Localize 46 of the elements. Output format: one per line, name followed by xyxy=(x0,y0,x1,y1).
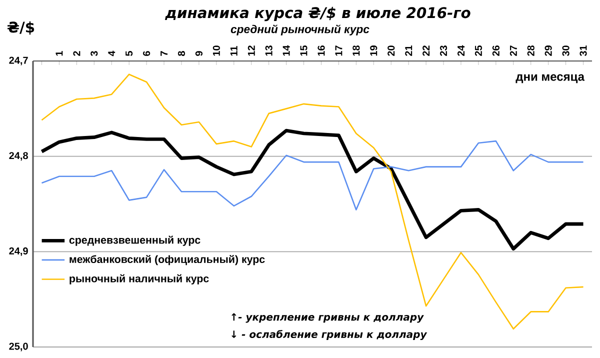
x-tick-label: 14 xyxy=(282,45,290,56)
x-tick-label: 30 xyxy=(562,46,570,56)
x-tick-label: 4 xyxy=(108,50,116,56)
x-axis-title: дни месяца xyxy=(516,74,585,84)
x-tick-label: 29 xyxy=(544,46,552,56)
x-tick-label: 11 xyxy=(230,46,238,56)
x-tick-label: 15 xyxy=(300,45,308,56)
line-series xyxy=(41,74,584,330)
legend-label: рыночный наличный курс xyxy=(70,274,209,284)
x-tick-label: 17 xyxy=(335,46,342,56)
annotation: ↑- укрепление гривны к доллару xyxy=(232,313,424,323)
x-tick-label: 8 xyxy=(178,51,186,56)
y-tick-label: 24,8 xyxy=(9,152,28,161)
annotation: ↓ - ослабление гривны к доллару xyxy=(232,330,428,340)
y-tick-label: 24,9 xyxy=(9,247,28,256)
x-tick-label: 19 xyxy=(370,46,378,56)
x-tick-label: 6 xyxy=(143,51,150,56)
legend-label: средневзвешенный курс xyxy=(69,236,200,246)
x-tick-label: 23 xyxy=(440,46,448,56)
chart-subtitle: средний рыночный курс xyxy=(230,24,370,36)
x-tick-label: 18 xyxy=(352,45,360,56)
x-tick-label: 25 xyxy=(474,45,482,56)
x-tick-label: 9 xyxy=(195,51,202,56)
x-tick-label: 12 xyxy=(248,46,255,56)
y-axis-title: ₴/$ xyxy=(8,21,34,35)
x-tick-label: 16 xyxy=(318,46,325,56)
x-tick-label: 1 xyxy=(56,51,63,56)
x-tick-label: 21 xyxy=(405,45,412,56)
line-series xyxy=(40,128,586,251)
x-tick-label: 20 xyxy=(388,46,395,56)
y-tick-label: 24,7 xyxy=(9,56,28,66)
x-tick-label: 5 xyxy=(126,51,133,56)
x-tick-label: 3 xyxy=(90,51,98,56)
x-tick-label: 10 xyxy=(212,46,220,56)
x-tick-label: 28 xyxy=(527,45,534,56)
y-tick-label: 25,0 xyxy=(9,342,28,352)
legend-label: межбанковский (официальный) курс xyxy=(70,254,265,266)
x-tick-label: 24 xyxy=(457,45,464,56)
x-tick-label: 22 xyxy=(422,46,430,56)
x-tick-label: 27 xyxy=(510,46,517,56)
x-tick-label: 13 xyxy=(265,46,272,56)
x-tick-label: 7 xyxy=(160,51,168,56)
x-tick-label: 26 xyxy=(492,46,500,56)
chart-title: динамика курса ₴/$ в июле 2016-го xyxy=(164,6,470,22)
x-tick-label: 2 xyxy=(73,51,80,56)
x-tick-label: 31 xyxy=(580,45,587,56)
